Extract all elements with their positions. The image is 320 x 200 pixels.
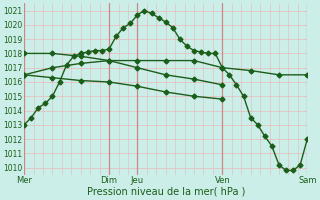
X-axis label: Pression niveau de la mer( hPa ): Pression niveau de la mer( hPa ) — [86, 187, 245, 197]
